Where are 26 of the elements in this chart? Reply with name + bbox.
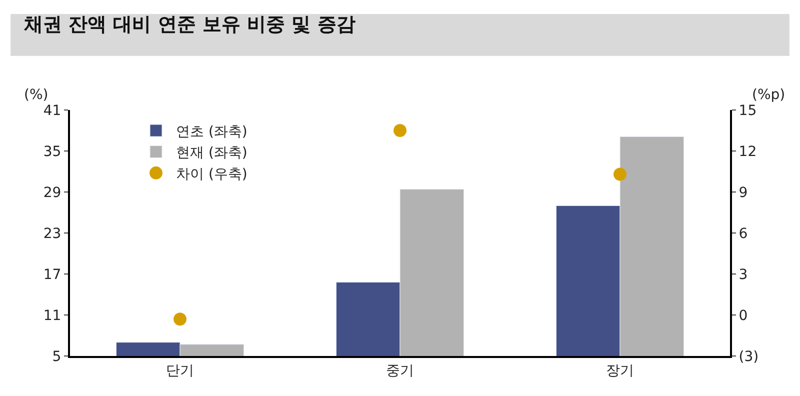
legend-label: 차이 (우축): [176, 166, 248, 182]
y2-tick-label: 15: [738, 102, 757, 119]
y2-tick-label: 6: [738, 226, 748, 242]
y-tick-label: 11: [43, 308, 62, 324]
y-tick-label: 41: [43, 102, 62, 119]
y2-axis-title: (%p): [752, 87, 786, 103]
y2-tick-label: 0: [738, 308, 748, 324]
y2-tick-label: (3): [738, 348, 759, 365]
point: [614, 168, 626, 181]
y2-tick-label: 12: [738, 144, 757, 160]
y-tick-label: 35: [43, 144, 62, 160]
y-tick-label: 5: [52, 348, 62, 365]
y-tick-label: 17: [43, 266, 62, 283]
x-tick-label: 장기: [606, 362, 634, 379]
legend-label: 현재 (좌축): [176, 145, 248, 162]
y-tick-label: 23: [43, 226, 62, 242]
y-axis-title: (%): [24, 87, 48, 103]
point: [394, 124, 406, 137]
x-tick-label: 중기: [386, 362, 414, 379]
y2-tick-label: 3: [738, 266, 748, 283]
legend-label: 연초 (좌축): [176, 124, 248, 140]
point: [174, 312, 186, 326]
y2-tick-label: 9: [738, 184, 748, 201]
y-tick-label: 29: [43, 184, 62, 201]
chart-title: 채권 잔액 대비 연준 보유 비중 및 증감: [23, 13, 356, 36]
x-tick-label: 단기: [166, 362, 194, 379]
